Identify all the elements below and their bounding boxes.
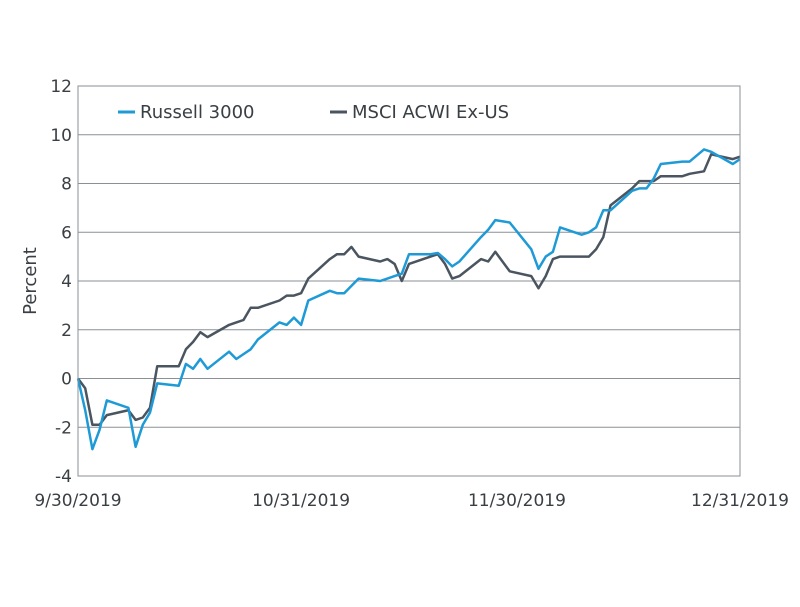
legend-label-russell-3000: Russell 3000 — [140, 102, 254, 123]
legend: Russell 3000 MSCI ACWI Ex-US — [118, 102, 509, 123]
y-axis-tick-labels: -4 -2 0 2 4 6 8 10 12 — [50, 77, 72, 487]
legend-label-msci-acwi-ex-us: MSCI ACWI Ex-US — [352, 102, 509, 123]
y-tick-label: 6 — [61, 223, 72, 243]
y-tick-label: -2 — [55, 418, 72, 438]
y-tick-label: -4 — [55, 467, 72, 487]
x-axis-tick-labels: 9/30/2019 10/31/2019 11/30/2019 12/31/2019 — [34, 491, 789, 511]
gridlines — [78, 85, 740, 477]
y-axis-title: Percent — [20, 247, 41, 315]
series-lines — [76, 148, 741, 451]
series-line-russell-3000 — [76, 148, 741, 451]
y-tick-label: 2 — [61, 321, 72, 341]
x-tick-label: 12/31/2019 — [691, 491, 789, 511]
y-tick-label: 10 — [50, 126, 72, 146]
x-tick-label: 11/30/2019 — [468, 491, 566, 511]
y-tick-label: 0 — [61, 370, 72, 390]
y-tick-label: 4 — [61, 272, 72, 292]
x-tick-label: 10/31/2019 — [252, 491, 350, 511]
x-tick-label: 9/30/2019 — [34, 491, 121, 511]
series-line-msci-acwi-ex-us — [76, 153, 741, 427]
y-tick-label: 12 — [50, 77, 72, 97]
y-tick-label: 8 — [61, 175, 72, 195]
plot-frame — [77, 85, 741, 477]
